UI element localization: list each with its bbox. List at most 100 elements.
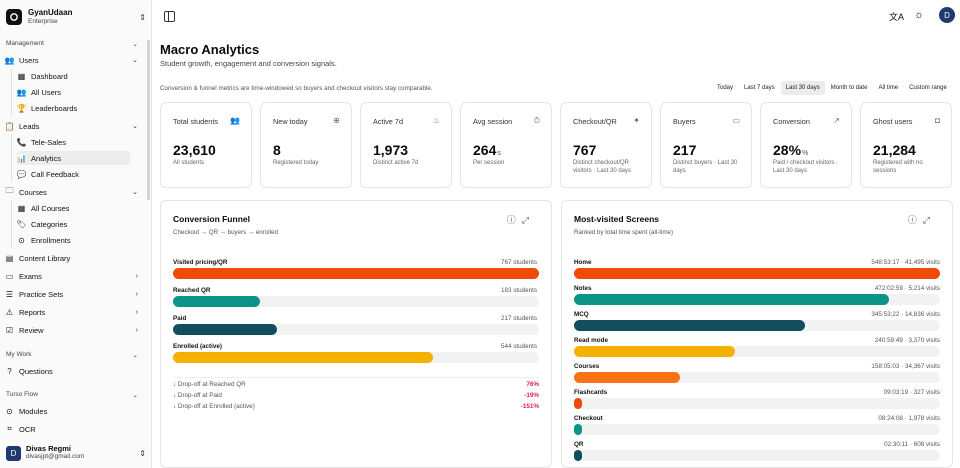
screen-label: Flashcards [574,389,608,396]
screen-bar-track [574,398,940,409]
arrow-down-icon: ↓ [173,381,177,388]
range-today[interactable]: Today [717,85,734,91]
dropoff-label: ↓ Drop-off at Reached QR [173,381,246,388]
user-menu[interactable]: D Divas Regmi divasjpt@gmail.com ⇕ [6,444,146,462]
chevrons-up-down-icon: ⇕ [139,12,146,22]
avatar: D [6,445,21,461]
sidebar-item-content-library[interactable]: ▤ Content Library [5,253,71,263]
panel-title: Most-visited Screens [574,214,660,224]
section-management[interactable]: Management ⌄ [6,40,138,48]
sidebar-item-users[interactable]: 👥 Users ⌄ [4,55,138,65]
page-title: Macro Analytics [160,42,260,57]
pointer-icon: ✦ [633,116,640,125]
funnel-step-label: Enrolled (active) [173,343,222,350]
user-name: Divas Regmi [26,444,72,453]
ghost-icon: ◘ [935,116,940,125]
kpi-card-conversion: Conversion ↗ 28%% Paid / checkout visito… [760,102,852,188]
sidebar-toggle-icon[interactable] [164,11,175,22]
chevron-right-icon: › [135,326,138,334]
screen-label: MCQ [574,311,589,318]
sidebar-item-review[interactable]: ☑ Review › [5,325,138,335]
chevron-down-icon: ⌄ [132,41,138,48]
grid-icon: ▦ [17,203,26,213]
funnel-bar-track [173,296,539,307]
sidebar-item-courses[interactable]: 🗀 Courses ⌄ [5,186,139,197]
funnel-bar-track [173,352,539,363]
expand-icon[interactable]: ⤢ [922,215,936,225]
sidebar-item-categories[interactable]: 🏷 Categories [16,219,68,229]
range-last-7-days[interactable]: Last 7 days [744,85,775,91]
conversion-funnel-panel: Conversion Funnel Checkout → QR → buyers… [160,200,552,468]
dropoff-value: -151% [520,403,539,410]
screen-bar-track [574,294,940,305]
info-icon[interactable]: ⓘ [506,215,522,225]
sidebar-item-enrollments[interactable]: ⊙ Enrollments [18,235,71,245]
sidebar-item-leads[interactable]: 📋 Leads ⌄ [4,121,138,131]
range-all-time[interactable]: All time [878,85,899,91]
page-subtitle: Student growth, engagement and conversio… [160,59,337,68]
screen-bar [574,320,805,331]
sidebar-item-all-users[interactable]: 👥 All Users [16,87,62,97]
funnel-bar [173,296,261,307]
screen-bar [574,268,940,279]
sidebar-item-questions[interactable]: ? Questions [5,364,138,378]
screen-label: Checkout [574,415,603,422]
screen-bar [574,346,736,357]
sidebar-item-tele-sales[interactable]: 📞 Tele-Sales [16,137,67,147]
screen-bar [574,372,681,383]
sun-icon[interactable]: ☼ [914,9,925,21]
funnel-bar [173,352,433,363]
range-selector: Today Last 7 days Last 30 days Month to … [711,81,952,95]
funnel-step-label: Paid [173,315,187,322]
screen-bar-track [574,346,940,357]
sidebar-item-call-feedback[interactable]: 💬 Call Feedback [16,169,79,179]
sidebar-item-practice-sets[interactable]: ☰ Practice Sets › [5,289,138,299]
message-icon: 💬 [16,169,27,179]
chevron-right-icon: › [135,272,138,280]
kpi-card-total-students: Total students 👥 23,610 All students [160,102,252,188]
range-last-30-days[interactable]: Last 30 days [780,81,825,95]
library-icon: ▤ [5,253,14,263]
section-my-work[interactable]: My Work ⌄ [6,351,138,359]
screen-bar-track [574,268,940,279]
dropoff-label: ↓ Drop-off at Enrolled (active) [173,403,255,410]
kpi-card-checkout-qr: Checkout/QR ✦ 767 Distinct checkout/QR v… [560,102,652,188]
org-name: GyanUdaan [28,8,73,17]
range-custom[interactable]: Custom range [909,85,947,91]
range-month-to-date[interactable]: Month to date [830,85,868,91]
translate-icon[interactable]: 文A [889,12,905,22]
org-switcher[interactable]: GyanUdaan Enterprise ⇕ [6,6,146,28]
sidebar-item-leaderboards[interactable]: 🏆 Leaderboards [16,103,78,113]
users-icon: 👥 [230,116,240,125]
sidebar-item-reports[interactable]: ⚠ Reports › [5,307,138,317]
kpi-card-active-7d: Active 7d ♨ 1,973 Distinct active 7d [360,102,452,188]
sidebar-item-dashboard[interactable]: ▦ Dashboard [17,71,68,81]
help-circle-icon: ? [7,366,12,376]
funnel-step-value: 767 students [500,259,537,266]
section-turso-flow[interactable]: Turso Flow ⌄ [6,391,138,399]
kpi-card-ghost-users: Ghost users ◘ 21,284 Registered with no … [860,102,952,188]
sidebar-item-modules[interactable]: ⊙ Modules [6,406,48,416]
funnel-step-label: Reached QR [173,287,211,294]
org-logo-icon [6,9,22,25]
avatar[interactable]: D [939,7,955,23]
sidebar-item-all-courses[interactable]: ▦ All Courses [17,203,70,213]
layers-icon: ☰ [5,289,14,299]
timer-icon: ⏱ [533,116,540,125]
screen-value: 345:53:22 · 14,836 visits [871,311,940,318]
chevrons-up-down-icon: ⇕ [139,448,146,458]
review-icon: ☑ [5,325,14,335]
screen-value: 472:02:59 · 5,214 visits [874,285,940,292]
sidebar-item-ocr[interactable]: ⌗ OCR [5,422,138,436]
expand-icon[interactable]: ⤢ [521,215,535,225]
funnel-bar [173,324,277,335]
kpi-card-new-today: New today ⊕ 8 Registered today [260,102,352,188]
flame-icon: ♨ [432,116,440,125]
sidebar-item-exams[interactable]: ▭ Exams › [5,271,138,281]
screen-value: 548:53:17 · 41,495 visits [871,259,940,266]
sidebar-item-analytics[interactable]: 📊 Analytics [17,151,130,165]
sidebar-scrollbar[interactable] [147,40,150,200]
info-icon[interactable]: ⓘ [907,215,923,225]
screen-bar-track [574,450,940,461]
funnel-step-value: 217 students [500,315,537,322]
